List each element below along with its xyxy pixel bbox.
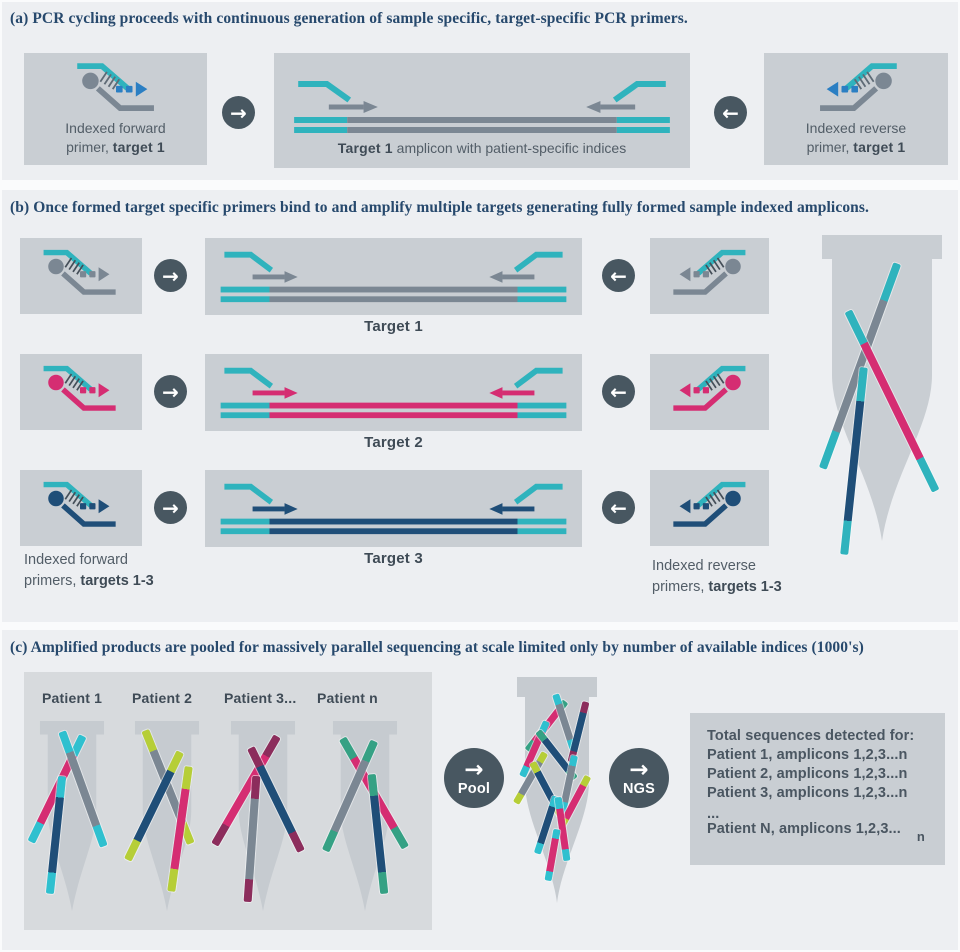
tube-icon [39, 720, 105, 912]
amplicon-label: Target 1 amplicon with patient-specific … [337, 140, 627, 156]
amplicon-strands-icon [220, 251, 567, 303]
results-subscript-n: n [916, 829, 925, 844]
panel-c: (c) Amplified products are pooled for ma… [2, 630, 958, 950]
patientn-tube [321, 718, 409, 918]
amplicon-graphic [288, 75, 676, 137]
patient1-label: Patient 1 [42, 690, 103, 706]
patient3-tube [211, 718, 305, 918]
forward-primer-box: Indexed forward primer, target 1 [24, 53, 207, 165]
pool-step-circle: → Pool [444, 748, 504, 808]
arrow-right-icon: → [464, 757, 484, 783]
target3-label: Target 3 [364, 550, 423, 567]
flow-arrow-left-circle: ← [602, 491, 635, 524]
panel-b-header: (b) Once formed target specific primers … [10, 199, 869, 216]
reverse-primer-box-t1 [650, 238, 769, 314]
forward-primer-icon-t2 [36, 360, 124, 427]
reverse-primer-box-t3 [650, 470, 769, 546]
amplicon-graphic-t2 [215, 362, 572, 427]
primer-icon [77, 63, 154, 112]
amplicon-box-target1 [205, 238, 582, 315]
arrow-left-icon: ← [610, 495, 627, 520]
reverse-primer-box-t2 [650, 354, 769, 430]
patientn-label: Patient n [317, 690, 378, 706]
panel-a: (a) PCR cycling proceeds with continuous… [2, 2, 958, 180]
flow-arrow-right-circle: → [154, 375, 187, 408]
indexed-amplicons-tube [818, 235, 944, 555]
patient3-label: Patient 3... [224, 690, 297, 706]
results-last-line: Patient N, amplicons 1,2,3... n [707, 821, 925, 844]
tube-icon [332, 720, 398, 912]
patient2-label: Patient 2 [132, 690, 193, 706]
primer-icon [673, 365, 746, 411]
arrow-right-icon: → [629, 757, 649, 783]
ngs-step-circle: → NGS [609, 748, 669, 808]
reverse-primer-label: Indexed reverse primer, target 1 [805, 120, 907, 155]
reverse-primer-box: Indexed reverse primer, target 1 [764, 53, 948, 165]
primer-icon [820, 63, 897, 112]
flow-arrow-right-circle: → [154, 491, 187, 524]
arrow-left-icon: ← [722, 100, 739, 125]
forward-primer-icon [66, 57, 166, 123]
forward-primer-icon-t1 [36, 244, 124, 311]
forward-primer-label: Indexed forward primer, target 1 [65, 120, 166, 155]
panel-a-header: (a) PCR cycling proceeds with continuous… [10, 10, 688, 27]
pool-label: Pool [457, 781, 491, 797]
results-line: Patient 2, amplicons 1,2,3...n [707, 766, 908, 782]
tube-icon [230, 720, 296, 912]
flow-arrow-right-circle: → [222, 96, 255, 129]
target2-label: Target 2 [364, 434, 423, 451]
forward-primer-icon-t3 [36, 476, 124, 543]
arrow-right-icon: → [230, 100, 247, 125]
patient1-tube [27, 718, 108, 918]
amplicon-box-target3 [205, 470, 582, 547]
results-box: Total sequences detected for: Patient 1,… [690, 713, 945, 865]
panel-c-header: (c) Amplified products are pooled for ma… [10, 639, 864, 656]
arrow-right-icon: → [162, 263, 179, 288]
flow-arrow-left-circle: ← [602, 375, 635, 408]
arrow-right-icon: → [162, 379, 179, 404]
forward-primer-box-t2 [20, 354, 142, 430]
reverse-primer-icon-t3 [665, 476, 753, 543]
reverse-primer-icon [808, 57, 908, 123]
results-ellipsis: ... [707, 806, 720, 822]
primer-icon [43, 249, 116, 295]
flow-arrow-left-circle: ← [714, 96, 747, 129]
forward-primers-label: Indexed forward primers, targets 1-3 [24, 552, 154, 589]
results-line: Patient 1, amplicons 1,2,3...n [707, 747, 908, 763]
reverse-primer-icon-t2 [665, 360, 753, 427]
forward-primer-box-t3 [20, 470, 142, 546]
flow-arrow-right-circle: → [154, 259, 187, 292]
arrow-left-icon: ← [610, 263, 627, 288]
flow-arrow-left-circle: ← [602, 259, 635, 292]
pooled-samples-tube [512, 677, 599, 907]
amplicon-graphic-t3 [215, 478, 572, 543]
amplicon-strands-icon [220, 367, 567, 419]
results-line: Patient 3, amplicons 1,2,3...n [707, 785, 908, 801]
amplicon-strands-icon [220, 483, 567, 535]
primer-icon [673, 249, 746, 295]
arrow-left-icon: ← [610, 379, 627, 404]
primer-icon [43, 481, 116, 527]
forward-primer-box-t1 [20, 238, 142, 314]
results-title: Total sequences detected for: [707, 728, 915, 744]
amplicon-strands-icon [294, 81, 670, 133]
arrow-right-icon: → [162, 495, 179, 520]
primer-icon [43, 365, 116, 411]
reverse-primers-label: Indexed reverse primers, targets 1-3 [652, 558, 782, 595]
amplicon-box-target2 [205, 354, 582, 431]
panel-b: (b) Once formed target specific primers … [2, 190, 958, 622]
target1-label: Target 1 [364, 318, 423, 335]
tube-icon [134, 720, 200, 912]
primer-icon [673, 481, 746, 527]
ngs-label: NGS [622, 781, 656, 797]
patient2-tube [124, 718, 200, 918]
amplicon-graphic-t1 [215, 246, 572, 311]
reverse-primer-icon-t1 [665, 244, 753, 311]
amplicon-box-target1: Target 1 amplicon with patient-specific … [274, 53, 690, 168]
